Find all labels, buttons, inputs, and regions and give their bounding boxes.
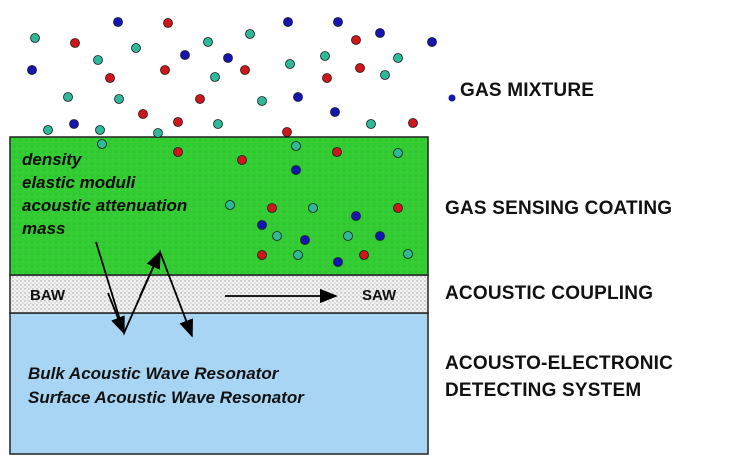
gas-molecule bbox=[282, 127, 292, 137]
gas-molecule bbox=[375, 231, 385, 241]
gas-molecule bbox=[272, 231, 282, 241]
gas-molecule bbox=[97, 139, 107, 149]
gas-molecule bbox=[293, 250, 303, 260]
gas-molecule bbox=[366, 119, 376, 129]
gas-molecule bbox=[237, 155, 247, 165]
gas-molecule bbox=[93, 55, 103, 65]
gas-molecule bbox=[291, 141, 301, 151]
gas-molecule bbox=[70, 38, 80, 48]
gas-molecule bbox=[283, 17, 293, 27]
label-detecting-system: DETECTING SYSTEM bbox=[445, 380, 642, 401]
label-acousto-electronic: ACOUSTO-ELECTRONIC bbox=[445, 353, 674, 374]
coating-layer bbox=[9, 136, 429, 276]
gas-molecule bbox=[333, 17, 343, 27]
gas-molecule bbox=[173, 117, 183, 127]
gas-molecule bbox=[138, 109, 148, 119]
gas-molecule bbox=[351, 211, 361, 221]
gas-molecule bbox=[240, 65, 250, 75]
gas-molecules bbox=[27, 17, 456, 267]
gas-molecule bbox=[427, 37, 437, 47]
gas-molecule bbox=[225, 200, 235, 210]
gas-molecule bbox=[333, 257, 343, 267]
gas-molecule bbox=[257, 220, 267, 230]
baw-label: BAW bbox=[30, 287, 65, 304]
property-acoustic-attenuation: acoustic attenuation bbox=[22, 196, 188, 215]
gas-molecule bbox=[322, 73, 332, 83]
property-mass: mass bbox=[22, 219, 66, 238]
gas-molecule bbox=[113, 17, 123, 27]
gas-molecule bbox=[95, 125, 105, 135]
gas-molecule bbox=[375, 28, 385, 38]
gas-molecule bbox=[203, 37, 213, 47]
gas-molecule bbox=[393, 203, 403, 213]
label-gas-sensing-coating: GAS SENSING COATING bbox=[445, 198, 673, 219]
bulk-wave-arrow-up bbox=[139, 250, 161, 297]
gas-molecule bbox=[300, 235, 310, 245]
gas-molecule bbox=[403, 249, 413, 259]
gas-molecule bbox=[213, 119, 223, 129]
label-acoustic-coupling: ACOUSTIC COUPLING bbox=[445, 283, 654, 304]
gas-molecule bbox=[257, 96, 267, 106]
gas-molecule bbox=[114, 94, 124, 104]
label-gas-mixture: GAS MIXTURE bbox=[460, 80, 595, 101]
gas-molecule bbox=[27, 65, 37, 75]
gas-molecule bbox=[69, 119, 79, 129]
bulk-wave-arrow-mid bbox=[107, 292, 125, 335]
gas-molecule bbox=[408, 118, 418, 128]
gas-molecule bbox=[180, 50, 190, 60]
gas-molecule bbox=[291, 165, 301, 175]
gas-molecule bbox=[380, 70, 390, 80]
gas-molecule bbox=[293, 92, 303, 102]
gas-molecule bbox=[308, 203, 318, 213]
property-density: density bbox=[22, 150, 82, 169]
gas-molecule bbox=[267, 203, 277, 213]
gas-molecule bbox=[210, 72, 220, 82]
gas-molecule bbox=[195, 94, 205, 104]
gas-molecule bbox=[257, 250, 267, 260]
resonator-surface: Surface Acoustic Wave Resonator bbox=[28, 388, 304, 407]
gas-molecule bbox=[43, 125, 53, 135]
gas-molecule bbox=[332, 147, 342, 157]
gas-molecule bbox=[343, 231, 353, 241]
saw-label: SAW bbox=[362, 287, 397, 304]
detector-layer bbox=[9, 312, 429, 455]
gas-molecule bbox=[393, 53, 403, 63]
gas-mixture-marker bbox=[448, 94, 456, 102]
gas-molecule bbox=[359, 250, 369, 260]
gas-molecule bbox=[173, 147, 183, 157]
gas-molecule bbox=[153, 128, 163, 138]
gas-molecule bbox=[160, 65, 170, 75]
gas-molecule bbox=[163, 18, 173, 28]
gas-molecule bbox=[30, 33, 40, 43]
gas-molecule bbox=[105, 73, 115, 83]
gas-molecule bbox=[245, 29, 255, 39]
property-elastic-moduli: elastic moduli bbox=[22, 173, 136, 192]
gas-molecule bbox=[355, 63, 365, 73]
gas-molecule bbox=[223, 53, 233, 63]
gas-molecule bbox=[330, 107, 340, 117]
resonator-bulk: Bulk Acoustic Wave Resonator bbox=[28, 364, 279, 383]
coupling-layer bbox=[9, 274, 429, 314]
gas-molecule bbox=[351, 35, 361, 45]
gas-molecule bbox=[63, 92, 73, 102]
gas-molecule bbox=[320, 51, 330, 61]
gas-molecule bbox=[393, 148, 403, 158]
gas-molecule bbox=[285, 59, 295, 69]
gas-molecule bbox=[131, 43, 141, 53]
